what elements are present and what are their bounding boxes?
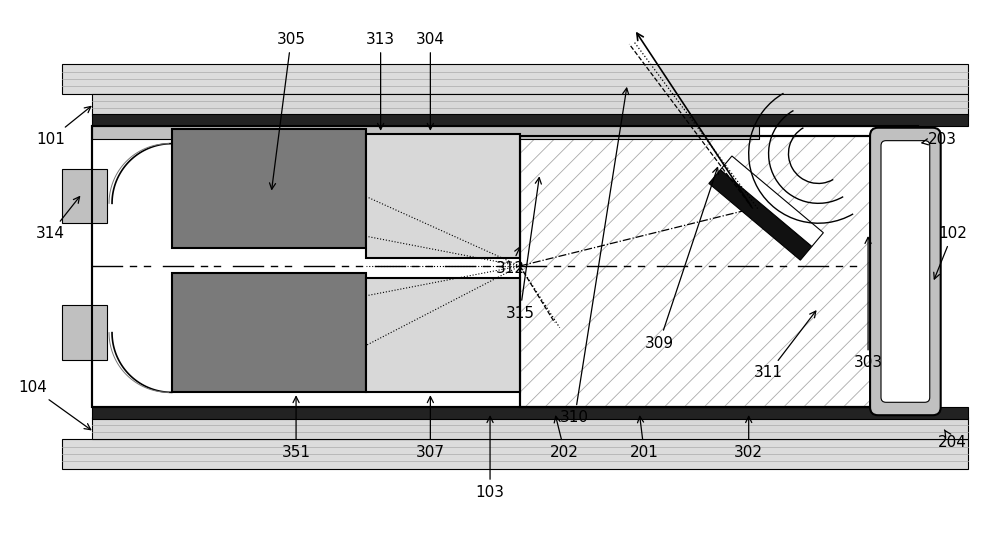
Polygon shape: [720, 156, 823, 246]
Text: 304: 304: [416, 32, 445, 130]
Text: 305: 305: [269, 32, 306, 189]
Bar: [172, 273, 366, 392]
Bar: [62, 305, 107, 360]
Text: 202: 202: [550, 416, 579, 460]
Polygon shape: [709, 169, 812, 260]
Polygon shape: [520, 136, 878, 407]
Text: 310: 310: [560, 88, 629, 425]
Text: 102: 102: [934, 226, 967, 279]
FancyBboxPatch shape: [881, 141, 930, 402]
Text: 313: 313: [366, 32, 395, 130]
Text: 204: 204: [938, 430, 967, 450]
Text: 201: 201: [630, 416, 659, 460]
Bar: [62, 168, 107, 223]
Bar: [92, 126, 918, 407]
Text: 101: 101: [36, 107, 91, 147]
Text: 104: 104: [18, 381, 91, 430]
FancyBboxPatch shape: [870, 128, 941, 415]
Text: 311: 311: [754, 311, 816, 381]
Text: 103: 103: [476, 416, 505, 500]
Text: 312: 312: [495, 247, 524, 276]
Text: 309: 309: [645, 167, 719, 351]
Bar: [366, 278, 520, 392]
Bar: [62, 64, 968, 94]
Bar: [92, 126, 759, 139]
Text: 303: 303: [854, 237, 883, 370]
Text: 315: 315: [505, 177, 541, 321]
Text: 314: 314: [36, 197, 80, 241]
Text: 203: 203: [922, 132, 957, 147]
Bar: [92, 417, 968, 439]
Bar: [92, 407, 968, 419]
Bar: [92, 94, 968, 116]
Bar: [62, 439, 968, 469]
Text: 302: 302: [734, 416, 763, 460]
Text: 307: 307: [416, 397, 445, 460]
Bar: [92, 126, 918, 407]
Bar: [172, 129, 366, 248]
Text: 351: 351: [282, 397, 311, 460]
Bar: [92, 114, 968, 126]
Bar: [366, 134, 520, 258]
